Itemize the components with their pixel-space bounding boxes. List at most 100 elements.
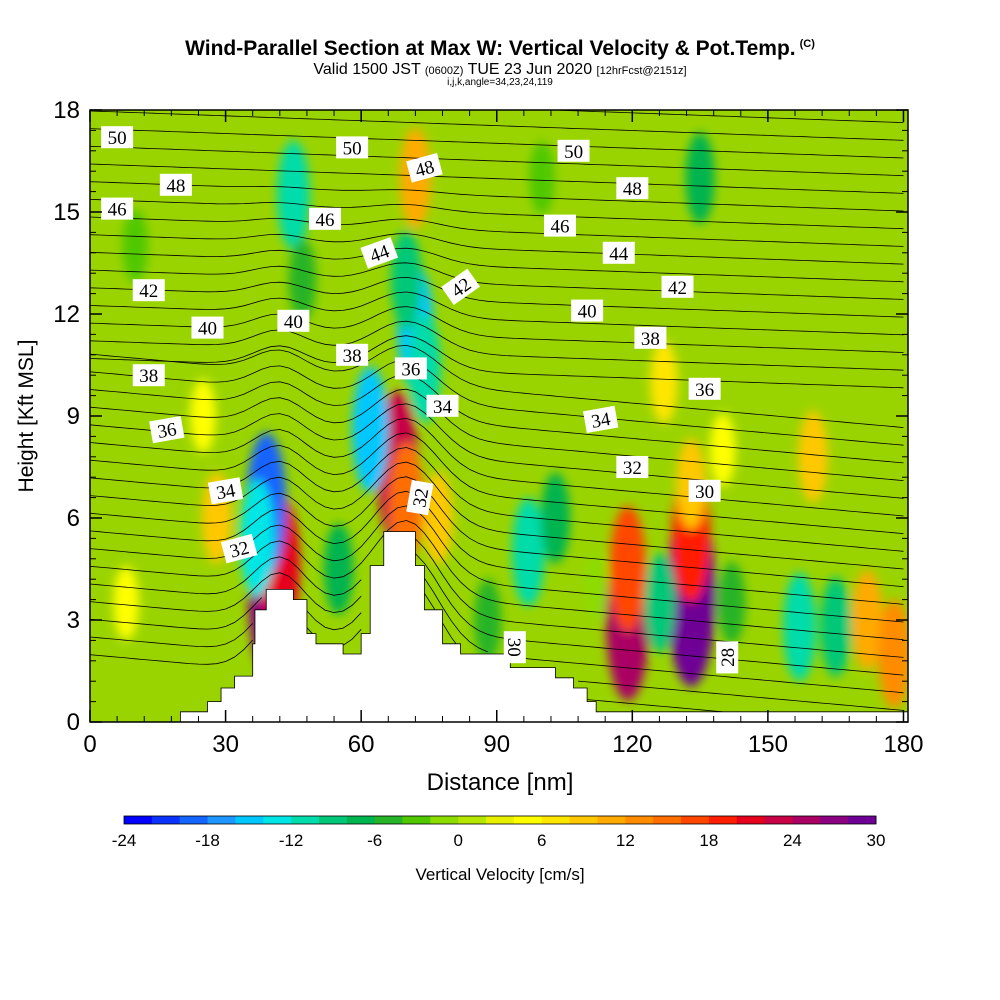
velocity-cell bbox=[113, 566, 139, 640]
plot-area: 50 48 46 42 40 38 36 34 32 50 46 40 44 48 42 38 36 34 32 50… bbox=[90, 110, 908, 722]
velocity-cell bbox=[529, 141, 555, 215]
isentrope-line bbox=[90, 520, 904, 641]
contour-label: 30 bbox=[688, 479, 721, 503]
isentrope-line bbox=[306, 610, 362, 631]
chart-indices: i,j,k,angle=34,23,24,119 bbox=[447, 77, 553, 88]
velocity-cell bbox=[798, 411, 828, 503]
contour-label: 48 bbox=[616, 177, 649, 200]
velocity-cell bbox=[820, 576, 852, 677]
isentrope-line bbox=[90, 306, 904, 353]
contour-label: 38 bbox=[132, 364, 165, 387]
contour-label: 46 bbox=[101, 197, 134, 221]
contour-label: 30 bbox=[503, 631, 526, 664]
colorbar-tick-label: 18 bbox=[699, 831, 718, 850]
potential-temperature-contours bbox=[90, 110, 904, 713]
colorbar-swatch bbox=[736, 816, 766, 824]
isentrope-line bbox=[90, 335, 904, 389]
svg-text:38: 38 bbox=[343, 346, 362, 367]
contour-label: 32 bbox=[406, 479, 434, 516]
velocity-cell bbox=[643, 553, 675, 653]
contour-label: 38 bbox=[634, 326, 667, 350]
colorbar-tick-label: -18 bbox=[195, 831, 220, 850]
y-tick-label: 3 bbox=[67, 607, 80, 634]
svg-text:34: 34 bbox=[590, 409, 613, 433]
x-tick-label: 0 bbox=[83, 731, 96, 758]
isentrope-line bbox=[90, 476, 904, 588]
velocity-cell bbox=[718, 561, 746, 645]
isentrope-line bbox=[424, 577, 488, 653]
y-tick-label: 15 bbox=[53, 199, 80, 226]
colorbar-swatch bbox=[625, 816, 654, 824]
svg-text:50: 50 bbox=[108, 128, 127, 149]
svg-text:34: 34 bbox=[215, 480, 238, 504]
colorbar-tick-label: -6 bbox=[367, 831, 382, 850]
velocity-cell bbox=[783, 572, 816, 682]
isentrope-line bbox=[90, 388, 904, 481]
velocity-cell bbox=[709, 413, 736, 487]
svg-text:36: 36 bbox=[695, 380, 714, 401]
isentrope-line bbox=[90, 556, 362, 596]
svg-text:32: 32 bbox=[409, 487, 433, 509]
svg-text:34: 34 bbox=[433, 397, 453, 418]
svg-text:48: 48 bbox=[623, 179, 642, 200]
svg-text:36: 36 bbox=[401, 359, 420, 380]
contour-label: 32 bbox=[616, 456, 649, 479]
isentrope-line bbox=[415, 553, 904, 676]
isentrope-line bbox=[514, 657, 904, 694]
colorbar-swatch bbox=[820, 816, 849, 824]
svg-text:48: 48 bbox=[413, 157, 437, 182]
svg-text:44: 44 bbox=[609, 244, 629, 265]
x-axis-label: Distance [nm] bbox=[427, 769, 574, 796]
colorbar-swatch bbox=[374, 816, 404, 824]
colorbar-swatch bbox=[263, 816, 292, 824]
colorbar-swatch bbox=[179, 816, 209, 824]
contour-label: 50 bbox=[557, 139, 590, 163]
colorbar-swatch bbox=[653, 816, 682, 824]
colorbar-swatch bbox=[235, 816, 264, 824]
colorbar-swatch bbox=[402, 816, 431, 824]
svg-text:42: 42 bbox=[139, 281, 158, 302]
colorbar-swatch bbox=[513, 816, 543, 824]
isentrope-line bbox=[90, 597, 262, 630]
isentrope-line bbox=[90, 145, 904, 177]
isentrope-line bbox=[90, 490, 904, 605]
svg-text:40: 40 bbox=[284, 312, 303, 333]
y-tick-label: 0 bbox=[67, 709, 80, 736]
isentrope-line bbox=[587, 699, 723, 713]
isentrope-line bbox=[90, 181, 904, 212]
colorbar-swatch bbox=[541, 816, 571, 824]
svg-text:32: 32 bbox=[228, 537, 252, 562]
isentrope-line bbox=[90, 639, 253, 665]
velocity-cell bbox=[351, 366, 389, 493]
isentrope-line bbox=[90, 432, 904, 534]
colorbar-tick-label: -24 bbox=[112, 831, 137, 850]
contour-label: 36 bbox=[394, 357, 427, 380]
isentrope-line bbox=[90, 128, 904, 159]
velocity-cell bbox=[685, 132, 715, 224]
contour-label: 34 bbox=[207, 477, 244, 505]
isentrope-line bbox=[90, 247, 904, 283]
x-tick-label: 30 bbox=[212, 731, 239, 758]
contour-label: 48 bbox=[159, 173, 192, 197]
contour-label: 28 bbox=[716, 641, 739, 674]
isentrope-line bbox=[90, 199, 904, 230]
contour-label: 40 bbox=[571, 299, 604, 323]
colorbar-swatch bbox=[486, 816, 515, 824]
x-tick-label: 120 bbox=[612, 731, 652, 758]
contour-label: 48 bbox=[406, 153, 443, 183]
chart-title: Wind-Parallel Section at Max W: Vertical… bbox=[185, 37, 815, 60]
velocity-cell bbox=[540, 472, 571, 564]
velocity-cell bbox=[584, 553, 609, 619]
svg-text:28: 28 bbox=[718, 648, 739, 667]
svg-text:42: 42 bbox=[668, 278, 687, 299]
chart-subtitle: Valid 1500 JST (0600Z) TUE 23 Jun 2020 [… bbox=[313, 61, 687, 78]
colorbar-swatch bbox=[291, 816, 320, 824]
isentrope-line bbox=[90, 359, 904, 446]
colorbar-tick-label: 24 bbox=[783, 831, 802, 850]
velocity-cell bbox=[239, 479, 275, 598]
colorbar-tick-label: -12 bbox=[279, 831, 304, 850]
contour-label: 40 bbox=[191, 316, 224, 340]
velocity-cell bbox=[511, 497, 545, 607]
